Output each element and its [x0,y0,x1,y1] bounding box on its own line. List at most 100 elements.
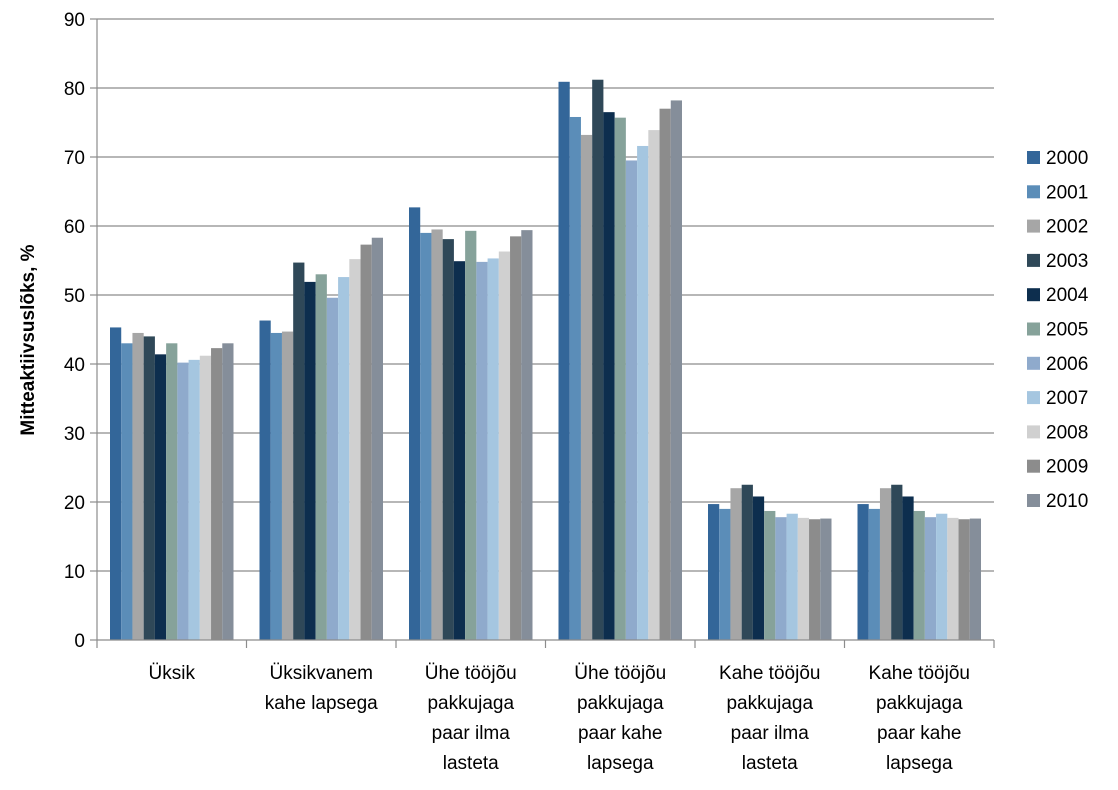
legend-label: 2000 [1046,148,1088,169]
bar-2010-1 [371,237,383,641]
x-category-label-line: pakkujaga [427,693,514,714]
bar-2002-2 [431,229,443,640]
y-tick-label: 70 [64,148,85,169]
y-tick-label: 90 [64,10,85,31]
y-tick-label: 40 [64,355,85,376]
bar-2003-1 [293,262,305,640]
bar-2010-4 [820,518,832,640]
legend-swatch [1027,219,1040,233]
bar-2009-4 [809,519,821,640]
legend-label: 2008 [1046,422,1088,443]
x-category-label-line: Ühe tööjõu [574,663,666,684]
bar-2000-4 [708,504,720,640]
legend-swatch [1027,151,1040,164]
bar-2006-0 [177,362,189,640]
legend-swatch [1027,459,1040,473]
legend-swatch [1027,185,1040,199]
bar-2009-1 [360,244,372,640]
legend-label: 2010 [1046,491,1088,512]
legend-swatch [1027,494,1040,507]
bar-2003-4 [741,484,753,640]
x-category-label-line: pakkujaga [577,693,664,714]
x-category-label-line: pakkujaga [726,693,813,714]
legend-label: 2009 [1046,457,1088,478]
legend-swatch [1027,288,1040,302]
x-category-label-line: Kahe tööjõu [869,663,970,684]
y-tick-label: 80 [64,79,85,100]
bar-2000-0 [110,327,122,640]
x-category-label-line: pakkujaga [876,693,963,714]
bar-2008-2 [498,251,511,640]
bar-2006-4 [775,517,787,640]
x-category-label-line: Üksikvanem [270,663,373,684]
bar-2006-3 [625,160,638,640]
bar-2009-2 [510,236,522,640]
gridlines [97,18,994,572]
bar-2005-1 [315,274,327,640]
bar-2005-5 [913,510,925,640]
bar-2004-5 [902,496,914,640]
bar-2007-4 [786,513,798,640]
x-category-label-line: paar kahe [877,723,962,744]
bar-2009-3 [659,108,671,640]
bar-2000-5 [857,504,869,640]
legend-label: 2004 [1046,285,1089,306]
bar-2001-2 [420,232,432,640]
bar-2004-2 [453,261,466,640]
y-tick-label: 50 [64,286,85,307]
bar-2010-0 [222,343,234,640]
bar-2006-2 [476,261,488,640]
x-category-label-line: lasteta [742,753,798,774]
y-tick-label: 20 [64,493,85,514]
bar-2001-1 [270,332,282,640]
bar-2008-4 [797,517,810,640]
legend-swatch [1027,391,1040,405]
x-category-label-line: lasteta [443,753,499,774]
bar-2002-1 [281,331,294,640]
bar-2003-5 [891,484,903,640]
bar-2002-4 [730,488,742,640]
x-category-label: Ühe tööjõu pakkujaga paar kahe lapsega [574,663,666,774]
x-category-label-line: paar ilma [731,723,810,744]
legend-swatch [1027,322,1040,336]
bar-2010-2 [521,230,533,640]
x-category-label-line: lapsega [587,753,654,774]
x-category-label: Kahe tööjõu pakkujaga paar ilma lasteta [719,663,820,774]
x-category-label: Ühe tööjõu pakkujaga paar ilma lasteta [425,663,517,774]
bar-2007-5 [936,513,948,640]
bar-2002-5 [879,488,892,640]
legend-label: 2001 [1046,182,1088,203]
x-category-label-line: Ühe tööjõu [425,663,517,684]
legend-swatch [1027,253,1040,267]
bar-2004-1 [304,281,316,640]
bar-2008-3 [648,130,660,640]
y-tick-label: 10 [64,562,85,583]
bar-2006-1 [326,297,339,640]
bar-2000-1 [259,320,271,640]
x-category-label: Kahe tööjõu pakkujaga paar kahe lapsega [869,663,970,774]
legend-label: 2006 [1046,354,1088,375]
bar-2005-2 [465,230,477,640]
legend-swatch [1027,425,1040,439]
bar-2007-0 [188,359,200,640]
bar-2001-4 [719,508,731,640]
legend-label: 2002 [1046,217,1088,238]
x-category-label-line: paar kahe [578,723,663,744]
y-tick-label: 30 [64,424,85,445]
bar-2003-2 [442,239,454,641]
legend-swatch [1027,356,1040,370]
bar-2009-5 [958,519,970,640]
bar-2000-3 [558,81,570,641]
x-category-label-line: paar ilma [432,723,511,744]
bar-2010-5 [969,518,981,640]
bar-2004-4 [752,496,765,640]
bar-2004-0 [154,354,167,640]
bar-2008-5 [947,517,959,640]
legend-label: 2007 [1046,388,1088,409]
bar-2007-3 [637,145,649,640]
bar-2002-3 [580,134,593,641]
x-category-label-line: Kahe tööjõu [719,663,820,684]
bar-2005-3 [614,117,626,641]
